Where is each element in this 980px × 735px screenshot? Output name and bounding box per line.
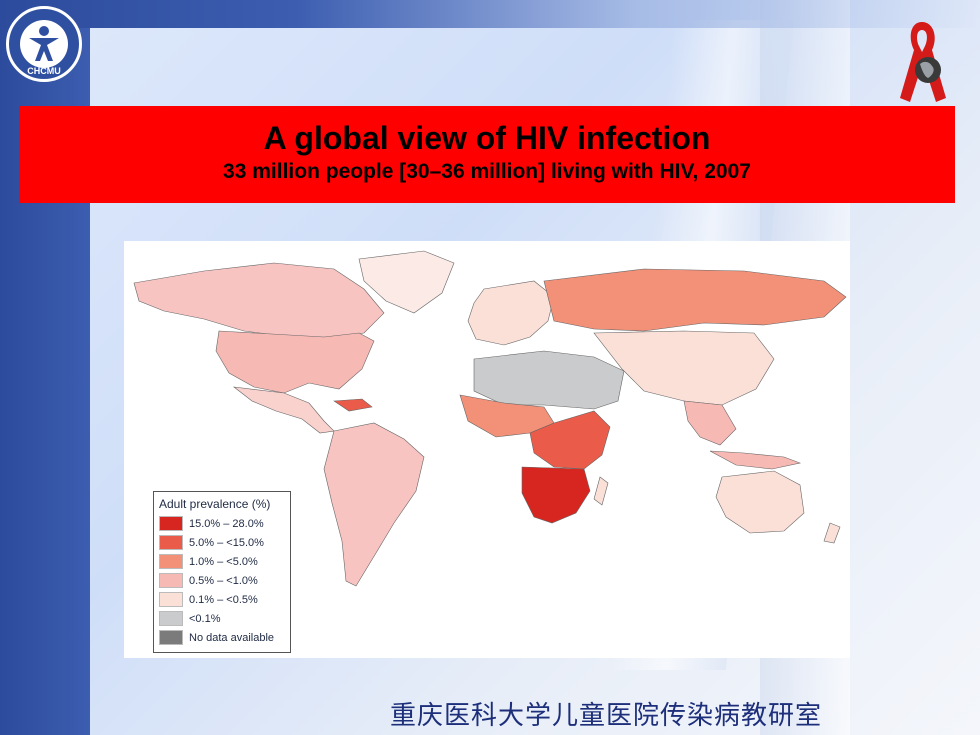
legend-item: <0.1% xyxy=(159,609,285,628)
map-region-southeast-asia xyxy=(683,400,737,446)
person-emblem-icon: CHCMU xyxy=(20,20,68,76)
slide-title: A global view of HIV infection xyxy=(263,120,711,156)
map-region-southern-africa xyxy=(521,466,591,524)
legend-title: Adult prevalence (%) xyxy=(159,497,271,511)
map-legend: Adult prevalence (%) 15.0% – 28.0% 5.0% –… xyxy=(153,491,291,653)
top-gradient-bar xyxy=(0,0,980,28)
legend-swatch xyxy=(159,630,183,645)
legend-swatch xyxy=(159,535,183,550)
map-region-madagascar xyxy=(593,476,609,506)
map-region-usa xyxy=(215,330,375,394)
legend-label: 0.5% – <1.0% xyxy=(189,574,258,587)
map-region-russia xyxy=(543,268,847,332)
map-region-south-america xyxy=(323,422,425,587)
legend-swatch xyxy=(159,554,183,569)
map-region-caribbean xyxy=(333,398,373,412)
map-region-europe xyxy=(467,280,555,346)
map-region-greenland xyxy=(358,250,455,314)
legend-swatch xyxy=(159,611,183,626)
legend-item: 0.1% – <0.5% xyxy=(159,590,285,609)
legend-label: 5.0% – <15.0% xyxy=(189,536,264,549)
legend-label: 1.0% – <5.0% xyxy=(189,555,258,568)
legend-item: 0.5% – <1.0% xyxy=(159,571,285,590)
legend-item: 5.0% – <15.0% xyxy=(159,533,285,552)
legend-label: 0.1% – <0.5% xyxy=(189,593,258,606)
world-map: Adult prevalence (%) 15.0% – 28.0% 5.0% –… xyxy=(124,241,850,658)
map-region-north-africa xyxy=(473,350,625,410)
map-region-central-africa xyxy=(529,410,611,470)
legend-swatch xyxy=(159,592,183,607)
legend-item: No data available xyxy=(159,628,285,647)
legend-label: No data available xyxy=(189,631,275,644)
legend-swatch xyxy=(159,516,183,531)
legend-swatch xyxy=(159,573,183,588)
legend-item: 15.0% – 28.0% xyxy=(159,514,285,533)
map-region-north-america xyxy=(133,262,385,340)
footer-department-text: 重庆医科大学儿童医院传染病教研室 xyxy=(390,701,823,731)
map-region-new-zealand xyxy=(823,522,841,544)
map-region-central-america xyxy=(232,386,335,434)
legend-label: 15.0% – 28.0% xyxy=(189,517,264,530)
world-map-graphic xyxy=(133,250,847,587)
map-region-indonesia xyxy=(709,450,802,470)
map-region-australia xyxy=(715,470,805,534)
university-logo: CHCMU xyxy=(6,6,82,82)
map-region-asia xyxy=(593,330,775,406)
logo-text: CHCMU xyxy=(27,66,61,76)
legend-item: 1.0% – <5.0% xyxy=(159,552,285,571)
slide-subtitle: 33 million people [30–36 million] living… xyxy=(223,160,751,183)
title-banner: A global view of HIV infection 33 millio… xyxy=(19,106,955,203)
legend-label: <0.1% xyxy=(189,612,221,625)
red-ribbon-globe-icon xyxy=(892,18,954,108)
